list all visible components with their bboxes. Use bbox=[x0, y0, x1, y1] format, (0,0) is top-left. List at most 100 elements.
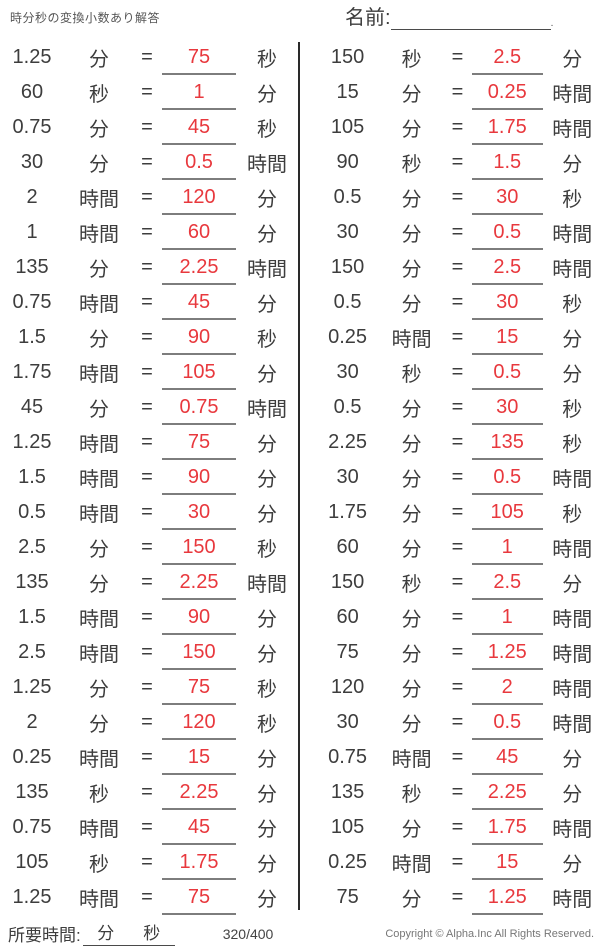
equals-sign: = bbox=[451, 816, 464, 838]
question-value: 15 bbox=[336, 81, 359, 103]
answer-blank: 30 bbox=[471, 392, 543, 425]
equals-sign: = bbox=[451, 186, 464, 208]
conversion-row: 0.75 時間 = 45 分 bbox=[0, 285, 299, 320]
conversion-row: 1.5 時間 = 90 分 bbox=[0, 460, 299, 495]
question-unit: 時間 bbox=[391, 854, 432, 876]
conversion-row: 150 分 = 2.5 時間 bbox=[317, 250, 600, 285]
question-value: 30 bbox=[336, 361, 359, 383]
question-value: 60 bbox=[336, 606, 359, 628]
equals-sign: = bbox=[141, 46, 153, 68]
answer-value: 135 bbox=[490, 430, 524, 453]
answer-unit: 分 bbox=[562, 364, 583, 386]
question-unit: 秒 bbox=[89, 854, 109, 876]
answer-value: 45 bbox=[187, 815, 211, 838]
conversion-row: 105 分 = 1.75 時間 bbox=[317, 110, 600, 145]
conversion-row: 2.5 分 = 150 秒 bbox=[0, 530, 299, 565]
question-unit: 分 bbox=[89, 679, 109, 701]
answer-unit: 時間 bbox=[552, 679, 593, 701]
conversion-row: 1.75 時間 = 105 分 bbox=[0, 355, 299, 390]
answer-blank: 1.25 bbox=[471, 637, 543, 670]
question-value: 135 bbox=[15, 781, 49, 803]
answer-blank: 1.25 bbox=[471, 882, 543, 915]
question-unit: 分 bbox=[89, 49, 109, 71]
question-value: 1.25 bbox=[12, 46, 52, 68]
answer-unit: 分 bbox=[562, 854, 583, 876]
answer-unit: 分 bbox=[257, 434, 277, 456]
question-unit: 分 bbox=[401, 399, 422, 421]
answer-blank: 1.75 bbox=[471, 112, 543, 145]
answer-unit: 分 bbox=[562, 49, 583, 71]
answer-value: 30 bbox=[187, 500, 211, 523]
answer-value: 30 bbox=[496, 185, 519, 208]
equals-sign: = bbox=[141, 676, 153, 698]
question-unit: 秒 bbox=[89, 784, 109, 806]
question-value: 30 bbox=[336, 466, 359, 488]
question-unit: 秒 bbox=[89, 84, 109, 106]
equals-sign: = bbox=[451, 256, 464, 278]
question-value: 90 bbox=[336, 151, 359, 173]
question-value: 135 bbox=[330, 781, 365, 803]
answer-value: 1.25 bbox=[487, 885, 527, 908]
question-value: 105 bbox=[330, 816, 365, 838]
equals-sign: = bbox=[141, 291, 153, 313]
conversion-row: 1.25 分 = 75 秒 bbox=[0, 40, 299, 75]
equals-sign: = bbox=[451, 151, 464, 173]
answer-value: 2.5 bbox=[493, 570, 522, 593]
answer-blank: 15 bbox=[471, 847, 543, 880]
page-title: 時分秒の変換小数あり解答 bbox=[10, 11, 161, 25]
answer-blank: 1 bbox=[162, 77, 236, 110]
answer-blank: 45 bbox=[471, 742, 543, 775]
conversion-row: 0.5 時間 = 30 分 bbox=[0, 495, 299, 530]
question-value: 1.5 bbox=[18, 606, 46, 628]
question-value: 1.5 bbox=[18, 326, 46, 348]
conversion-row: 30 分 = 0.5 時間 bbox=[0, 145, 299, 180]
equals-sign: = bbox=[141, 361, 153, 383]
answer-blank: 2.25 bbox=[471, 777, 543, 810]
answer-unit: 秒 bbox=[257, 539, 277, 561]
question-unit: 分 bbox=[401, 819, 422, 841]
answer-unit: 分 bbox=[257, 84, 277, 106]
equals-sign: = bbox=[141, 886, 153, 908]
question-unit: 時間 bbox=[79, 224, 119, 246]
equals-sign: = bbox=[451, 431, 464, 453]
answer-blank: 0.5 bbox=[471, 707, 543, 740]
question-unit: 分 bbox=[401, 189, 422, 211]
question-value: 105 bbox=[15, 851, 49, 873]
question-value: 0.5 bbox=[333, 186, 362, 208]
question-unit: 時間 bbox=[79, 644, 119, 666]
answer-unit: 秒 bbox=[257, 679, 277, 701]
equals-sign: = bbox=[141, 606, 153, 628]
conversion-row: 0.5 分 = 30 秒 bbox=[317, 390, 600, 425]
answer-value: 1.5 bbox=[493, 150, 522, 173]
answer-unit: 秒 bbox=[562, 399, 583, 421]
answer-unit: 分 bbox=[257, 749, 277, 771]
answer-value: 2.25 bbox=[179, 570, 219, 593]
equals-sign: = bbox=[141, 816, 153, 838]
conversion-row: 30 分 = 0.5 時間 bbox=[317, 705, 600, 740]
question-value: 1.25 bbox=[12, 886, 52, 908]
equals-sign: = bbox=[141, 466, 153, 488]
answer-value: 30 bbox=[496, 395, 519, 418]
answer-value: 2.25 bbox=[487, 780, 527, 803]
answer-blank: 0.25 bbox=[471, 77, 543, 110]
answer-value: 0.5 bbox=[493, 465, 522, 488]
answer-blank: 150 bbox=[162, 532, 236, 565]
question-unit: 時間 bbox=[79, 504, 119, 526]
question-unit: 時間 bbox=[79, 889, 119, 911]
question-unit: 分 bbox=[401, 224, 422, 246]
question-value: 60 bbox=[20, 81, 44, 103]
answer-blank: 75 bbox=[162, 42, 236, 75]
conversion-row: 2.25 分 = 135 秒 bbox=[317, 425, 600, 460]
conversion-row: 90 秒 = 1.5 分 bbox=[317, 145, 600, 180]
answer-unit: 時間 bbox=[247, 574, 287, 596]
answer-value: 1.75 bbox=[487, 815, 527, 838]
question-value: 45 bbox=[20, 396, 44, 418]
answer-blank: 135 bbox=[471, 427, 543, 460]
question-value: 0.75 bbox=[328, 746, 368, 768]
answer-unit: 分 bbox=[257, 504, 277, 526]
answer-unit: 秒 bbox=[562, 294, 583, 316]
question-value: 75 bbox=[336, 641, 359, 663]
answer-unit: 時間 bbox=[552, 889, 593, 911]
elapsed-time-blanks: 分 秒 bbox=[82, 922, 175, 946]
answer-value: 75 bbox=[187, 430, 211, 453]
